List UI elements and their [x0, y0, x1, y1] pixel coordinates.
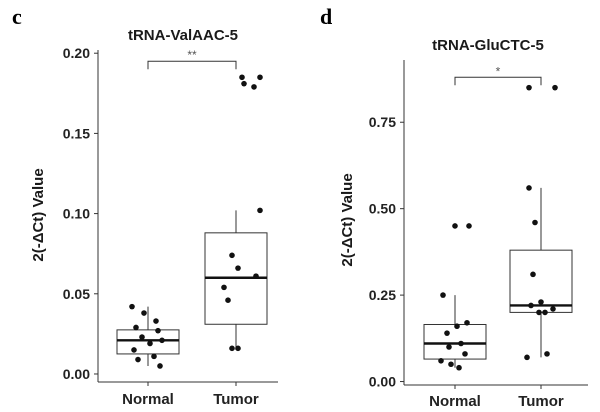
significance-bracket-c: [147, 60, 237, 70]
significance-label-d: *: [496, 64, 501, 78]
data-point-normal: [466, 223, 472, 229]
y-tick-label-d: 0.25: [369, 287, 396, 303]
data-point-tumor: [253, 273, 259, 279]
panel-label-d: d: [320, 4, 332, 29]
y-tick-label-c: 0.15: [63, 125, 90, 141]
box-tumor-d: [509, 187, 573, 358]
data-point-tumor: [550, 306, 556, 312]
y-tick-label-c: 0.10: [63, 206, 90, 222]
y-tick-label-d: 0.75: [369, 114, 396, 130]
significance-bracket-d: [454, 76, 542, 86]
data-point-normal: [135, 356, 141, 363]
data-point-tumor: [524, 354, 530, 361]
y-tick-label-c: 0.20: [63, 45, 90, 61]
data-point-normal: [444, 330, 450, 336]
data-point-normal: [464, 319, 470, 326]
y-tick-label-d: 0.00: [369, 374, 396, 390]
x-tick-label-c: Normal: [122, 391, 174, 408]
data-point-normal: [440, 292, 446, 298]
box-normal-d: [423, 295, 487, 368]
x-tick-label-c: Tumor: [213, 391, 259, 408]
box-tumor-c: [204, 210, 268, 350]
data-point-normal: [446, 344, 452, 350]
data-point-normal: [139, 334, 145, 340]
data-point-tumor: [257, 207, 263, 214]
data-point-normal: [147, 340, 153, 347]
data-point-normal: [456, 364, 462, 371]
x-tick-label-d: Tumor: [518, 393, 564, 410]
data-point-normal: [452, 223, 458, 229]
data-point-tumor: [235, 265, 241, 271]
data-point-tumor: [552, 84, 558, 91]
y-axis-label-c: 2(-ΔCt) Value: [30, 168, 47, 261]
data-point-tumor: [538, 299, 544, 305]
data-point-normal: [157, 363, 163, 369]
data-point-tumor: [526, 185, 532, 191]
iqr-box: [423, 323, 487, 360]
data-point-normal: [438, 357, 444, 364]
data-point-normal: [159, 337, 165, 344]
data-point-tumor: [229, 252, 235, 259]
data-point-tumor: [544, 351, 550, 357]
chart-title-d: tRNA-GluCTC-5: [432, 37, 544, 54]
data-point-tumor: [532, 219, 538, 226]
x-tick-label-d: Normal: [429, 393, 481, 410]
chart-title-c: tRNA-ValAAC-5: [128, 27, 238, 44]
data-point-tumor: [229, 345, 235, 352]
data-point-tumor: [225, 297, 231, 304]
data-point-normal: [448, 361, 454, 368]
data-point-normal: [129, 303, 135, 310]
data-point-normal: [458, 340, 464, 347]
data-point-normal: [462, 351, 468, 357]
panel-label-c: c: [12, 4, 22, 29]
data-point-tumor: [530, 271, 536, 278]
y-axis-label-d: 2(-ΔCt) Value: [339, 173, 356, 266]
data-point-normal: [131, 347, 137, 353]
y-tick-label-d: 0.50: [369, 201, 396, 217]
y-tick-label-c: 0.05: [63, 286, 90, 302]
data-point-tumor: [536, 309, 542, 316]
box-normal-c: [116, 306, 180, 366]
data-point-tumor: [241, 80, 247, 87]
y-tick-label-c: 0.00: [63, 366, 90, 382]
chart-panel-d: d tRNA-GluCTC-5 2(-ΔCt) Value 0.00 0.25 0.…: [320, 4, 588, 410]
data-point-tumor: [526, 84, 532, 91]
data-point-tumor: [221, 284, 227, 291]
data-point-tumor: [251, 84, 257, 90]
data-point-normal: [141, 310, 147, 316]
data-point-normal: [155, 327, 161, 334]
data-point-tumor: [235, 345, 241, 352]
data-point-normal: [133, 324, 139, 331]
data-point-tumor: [528, 302, 534, 309]
data-point-tumor: [542, 309, 548, 316]
data-point-normal: [151, 353, 157, 360]
significance-label-c: **: [187, 48, 197, 62]
data-point-normal: [454, 323, 460, 330]
data-point-tumor: [239, 74, 245, 81]
chart-panel-c: c tRNA-ValAAC-5 2(-ΔCt) Value 0.00 0.05 0.…: [12, 4, 278, 408]
data-point-tumor: [257, 74, 263, 81]
data-point-normal: [153, 318, 159, 324]
